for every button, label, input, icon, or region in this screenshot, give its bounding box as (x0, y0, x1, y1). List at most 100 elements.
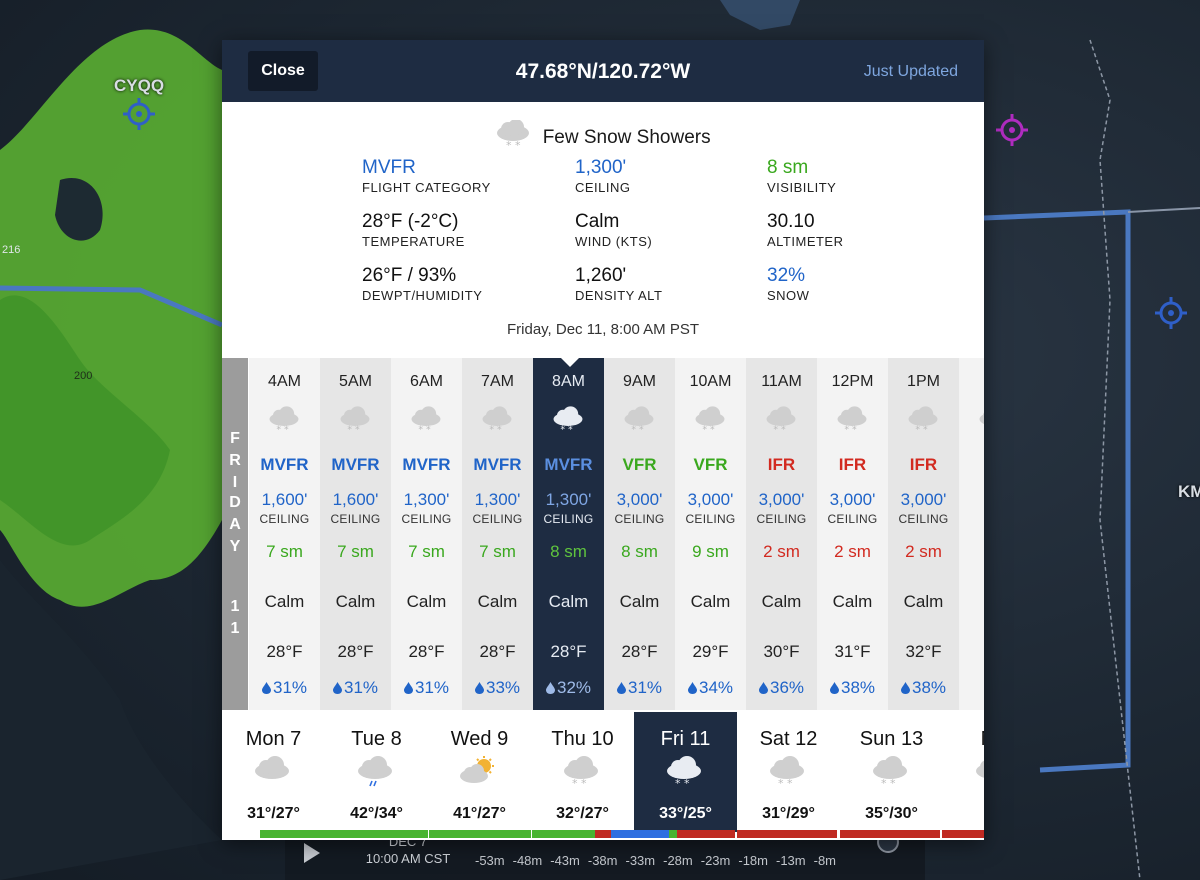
hour-column-4am[interactable]: 4AM * * MVFR 1,600' CEILING 7 sm Calm 28°F 31% (249, 358, 320, 710)
timeline-tick: -53m (475, 853, 505, 868)
hour-wind: C (959, 592, 984, 612)
day-column[interactable]: Tue 8 42°/34° (325, 712, 428, 832)
hour-temperature: 31°F (834, 642, 871, 661)
hour-ceiling: 3,000' (616, 490, 663, 509)
svg-text:* *: * * (915, 425, 928, 436)
timeline-tick: -33m (625, 853, 656, 868)
cloud-snow-icon: * * (870, 756, 910, 793)
airport-cyqq-icon[interactable] (123, 98, 155, 130)
hour-wind: Calm (548, 592, 589, 611)
category-segment (611, 830, 633, 838)
hour-ceiling-label: CEILING (685, 512, 736, 526)
hour-visibility: 7 sm (266, 542, 303, 561)
hour-wind: Calm (903, 592, 944, 611)
close-button[interactable]: Close (248, 51, 318, 91)
hour-visibility: 2 sm (905, 542, 942, 561)
day-name: Thu 10 (551, 728, 614, 750)
daily-forecast[interactable]: Mon 7 31°/27° Tue 8 42°/34° Wed 9 41°/27° Thu … (222, 710, 984, 840)
condition-heading: * * Few Snow Showers (222, 119, 984, 156)
timeline-tick: -48m (512, 853, 543, 868)
cloud-snow-icon: * * (835, 404, 869, 441)
raindrop-icon (261, 678, 273, 697)
day-band-letter: R (229, 452, 241, 469)
hour-precip-chance: 38% (888, 678, 959, 698)
hour-precip-chance: 31% (249, 678, 320, 698)
hour-column-10am[interactable]: 10AM * * VFR 3,000' CEILING 9 sm Calm 29°F 34% (675, 358, 746, 710)
category-segment (942, 830, 984, 838)
hour-column-7am[interactable]: 7AM * * MVFR 1,300' CEILING 7 sm Calm 28°F 33% (462, 358, 533, 710)
svg-text:* *: * * (881, 777, 896, 788)
svg-text:* *: * * (675, 777, 690, 788)
hour-precip-chance: 31% (391, 678, 462, 698)
hour-column-5am[interactable]: 5AM * * MVFR 1,600' CEILING 7 sm Calm 28°F 31% (320, 358, 391, 710)
hour-wind: Calm (406, 592, 447, 611)
hour-time: 10AM (689, 373, 732, 390)
hour-flight-category: VFR (622, 455, 657, 474)
hour-column-11am[interactable]: 11AM * * IFR 3,000' CEILING 2 sm Calm 30°F 36% (746, 358, 817, 710)
day-temperature: 33°/25° (659, 805, 712, 822)
timeline-tick: -18m (738, 853, 768, 868)
hour-precip-chance: 31% (320, 678, 391, 698)
day-name: Sat 12 (759, 728, 818, 750)
day-column[interactable]: Wed 9 41°/27° (428, 712, 531, 832)
stat-value: MVFR (362, 157, 416, 178)
day-band-letter: D (229, 494, 241, 511)
category-segment (260, 830, 326, 838)
hour-column-6am[interactable]: 6AM * * MVFR 1,300' CEILING 7 sm Calm 28°F 31% (391, 358, 462, 710)
category-segment (326, 830, 428, 838)
stat-dewpt-humidity: 26°F / 93% DEWPT/HUMIDITY (362, 265, 562, 303)
svg-text:* *: * * (773, 425, 786, 436)
observation-time: Friday, Dec 11, 8:00 AM PST (506, 321, 700, 338)
day-column[interactable]: Thu 10 * * 32°/27° (531, 712, 634, 832)
stat-label: VISIBILITY (767, 180, 837, 195)
day-column[interactable]: Fri 11 * * 33°/25° (634, 712, 737, 832)
category-segment (532, 830, 595, 838)
hour-column-12pm[interactable]: 12PM * * IFR 3,000' CEILING 2 sm Calm 31°F 38% (817, 358, 888, 710)
hour-time: 1PM (907, 373, 940, 390)
hour-time: 6AM (410, 373, 443, 390)
timeline-tick: -13m (776, 853, 806, 868)
category-segment (633, 830, 669, 838)
hour-wind: Calm (477, 592, 518, 611)
hour-visibility: 8 sm (621, 542, 658, 561)
day-temperature: 37 (943, 805, 984, 823)
hour-wind: Calm (619, 592, 660, 611)
day-column[interactable]: Sat 12 * * 31°/29° (737, 712, 840, 832)
hour-precip-chance: 36% (746, 678, 817, 698)
stat-label: ALTIMETER (767, 234, 844, 249)
hour-wind: Calm (832, 592, 873, 611)
hour-column-9am[interactable]: 9AM * * VFR 3,000' CEILING 8 sm Calm 28°F 31% (604, 358, 675, 710)
category-timeline-bar (222, 830, 984, 838)
hour-ceiling: 3,000' (900, 490, 947, 509)
svg-text:* *: * * (702, 425, 715, 436)
hour-wind: Calm (761, 592, 802, 611)
stat-label: DEWPT/HUMIDITY (362, 288, 483, 303)
airport-east-icon[interactable] (1155, 297, 1187, 329)
day-column[interactable]: Mon 7 31°/27° (222, 712, 325, 832)
hour-time: 7AM (481, 373, 514, 390)
airport-magenta-icon[interactable] (996, 114, 1028, 146)
cloud-snow-icon: * * (495, 119, 531, 156)
day-temperature: 35°/30° (865, 805, 918, 822)
hour-column-1pm[interactable]: 1PM * * IFR 3,000' CEILING 2 sm Calm 32°F 38% (888, 358, 959, 710)
hour-flight-category: MVFR (260, 455, 309, 474)
selected-hour-pointer (560, 357, 580, 367)
hour-precip-value: 38% (911, 678, 947, 697)
svg-text:* *: * * (778, 777, 793, 788)
hour-ceiling: 1,600' (332, 490, 379, 509)
cloud-snow-icon: * * (338, 404, 372, 441)
svg-text:* *: * * (347, 425, 360, 436)
day-band-letter: Y (229, 538, 241, 555)
cloud-rain-icon (355, 756, 395, 793)
day-column[interactable]: Mo 37 (943, 712, 984, 832)
hour-column-2[interactable]: 2 * * I 3, CE 2 C 3 (959, 358, 984, 710)
condition-text: Few Snow Showers (542, 127, 711, 149)
hour-column-8am[interactable]: 8AM * * MVFR 1,300' CEILING 8 sm Calm 28°F 32% (533, 358, 604, 710)
day-name: Fri 11 (660, 728, 711, 750)
hour-visibility: 7 sm (408, 542, 445, 561)
hour-precip-value: 34% (698, 678, 734, 697)
day-column[interactable]: Sun 13 * * 35°/30° (840, 712, 943, 832)
day-name: Tue 8 (351, 728, 402, 750)
play-icon[interactable] (295, 839, 325, 869)
